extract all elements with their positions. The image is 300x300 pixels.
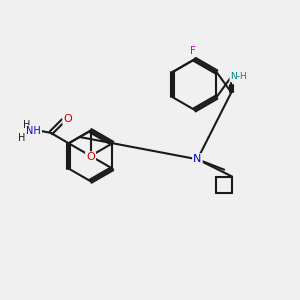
Text: O: O <box>86 152 95 162</box>
Text: H: H <box>18 133 26 143</box>
Text: N-H: N-H <box>230 72 247 81</box>
Text: O: O <box>63 114 72 124</box>
Text: F: F <box>190 46 196 56</box>
Text: N: N <box>193 154 202 164</box>
Text: NH: NH <box>26 126 41 136</box>
Text: H: H <box>23 120 31 130</box>
